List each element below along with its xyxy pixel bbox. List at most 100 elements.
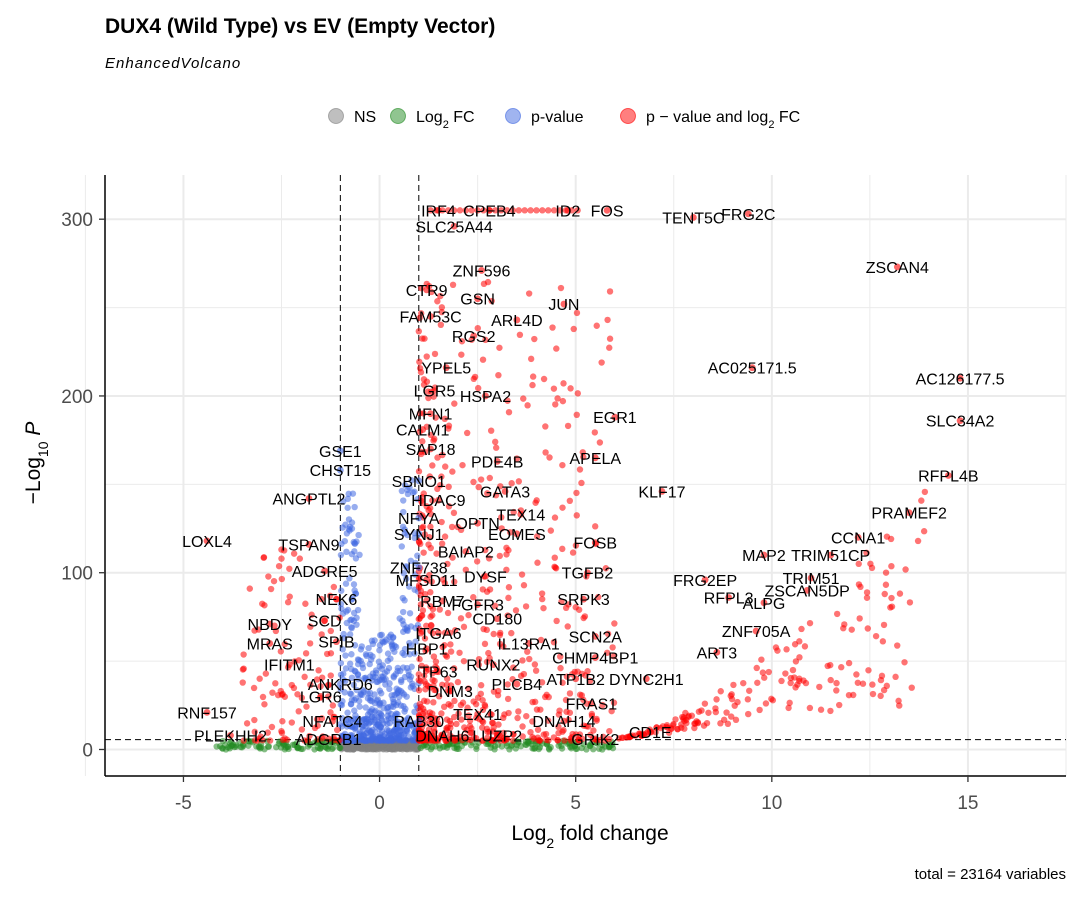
- sig-point: [439, 451, 446, 459]
- sig-point: [445, 483, 452, 491]
- sig-point: [423, 622, 430, 630]
- gene-point: [725, 594, 733, 601]
- sig-point: [290, 684, 298, 692]
- sig-point: [418, 499, 426, 507]
- fc-point: [578, 744, 585, 752]
- sig-point: [561, 737, 568, 744]
- pvalue-point: [372, 669, 380, 677]
- pvalue-point: [354, 660, 362, 668]
- pvalue-point: [394, 718, 402, 725]
- sig-point: [431, 350, 439, 358]
- gene-label: DYNC2H1: [609, 672, 684, 689]
- sig-point: [578, 479, 585, 487]
- sig-point: [505, 408, 513, 416]
- fc-point: [491, 746, 498, 753]
- gene-point: [501, 488, 509, 495]
- gene-label: LGR5: [414, 384, 456, 401]
- sig-point: [801, 643, 809, 650]
- sig-point: [568, 733, 576, 741]
- gene-label: IRF4: [421, 203, 456, 220]
- sig-point: [853, 671, 860, 678]
- gene-label: LGR6: [300, 689, 342, 706]
- gene-label: TRIM51: [783, 571, 840, 588]
- sig-point: [754, 679, 761, 686]
- y-axis-title: −Log10 P: [22, 422, 51, 505]
- gene-point: [474, 295, 482, 303]
- sig-point: [479, 737, 487, 744]
- fc-point: [535, 745, 543, 753]
- gene-point: [321, 567, 329, 575]
- sig-point: [558, 598, 565, 605]
- sig-point: [319, 733, 326, 740]
- sig-point: [914, 537, 922, 545]
- sig-point: [433, 550, 440, 557]
- sig-point: [537, 636, 545, 644]
- sig-point: [427, 510, 435, 518]
- sig-point: [564, 623, 571, 630]
- ns-point: [406, 742, 414, 749]
- sig-point: [329, 702, 337, 709]
- sig-point: [533, 207, 540, 214]
- sig-point: [429, 710, 436, 717]
- fc-point: [458, 742, 466, 750]
- sig-point: [303, 703, 310, 710]
- gene-label: LOXL4: [182, 534, 232, 551]
- sig-point: [438, 710, 445, 717]
- pvalue-point: [349, 490, 357, 497]
- ns-point: [345, 746, 352, 753]
- sig-point: [255, 626, 262, 633]
- gene-label: MFSD11: [396, 573, 458, 590]
- gene-label: DYSF: [464, 569, 507, 586]
- gene-label: FGFR3: [451, 598, 504, 615]
- sig-point: [416, 655, 423, 663]
- sig-point: [500, 729, 507, 737]
- pvalue-point: [344, 709, 351, 716]
- pvalue-point: [347, 616, 354, 624]
- pvalue-point: [369, 734, 376, 742]
- gene-point: [591, 654, 599, 661]
- gene-label: TGFB2: [562, 566, 614, 583]
- pvalue-point: [363, 718, 370, 725]
- sig-point: [484, 728, 491, 735]
- sig-point: [471, 373, 479, 381]
- sig-point: [438, 308, 445, 316]
- legend-label-fc: Log2 FC: [416, 109, 475, 131]
- sig-point: [434, 454, 441, 461]
- sig-point: [608, 707, 615, 715]
- sig-point: [518, 571, 526, 578]
- sig-point: [438, 473, 445, 480]
- sig-point: [484, 490, 491, 497]
- sig-point: [298, 694, 306, 702]
- x-tick-label: 10: [761, 793, 782, 814]
- fc-point: [547, 744, 554, 751]
- sig-point: [855, 560, 862, 568]
- pvalue-point: [364, 695, 372, 702]
- sig-point: [286, 593, 293, 600]
- sig-point: [448, 523, 456, 531]
- pvalue-point: [401, 651, 408, 659]
- gene-label: FOSB: [574, 536, 618, 553]
- sig-point: [246, 585, 253, 592]
- pvalue-point: [342, 665, 350, 672]
- sig-point: [504, 397, 511, 404]
- sig-point: [318, 715, 326, 722]
- sig-point: [239, 666, 247, 673]
- sig-point: [562, 696, 570, 704]
- pvalue-point: [408, 477, 415, 484]
- sig-point: [513, 455, 521, 462]
- sig-point: [427, 544, 434, 552]
- sig-point: [290, 550, 298, 557]
- pvalue-point: [342, 652, 349, 659]
- chart-title: DUX4 (Wild Type) vs EV (Empty Vector): [105, 15, 495, 38]
- sig-point: [451, 697, 458, 705]
- pvalue-point: [376, 647, 383, 654]
- sig-point: [533, 497, 540, 504]
- sig-point: [538, 590, 546, 597]
- sig-point: [880, 621, 888, 629]
- pvalue-point: [378, 665, 386, 672]
- gene-label: ZNF738: [390, 560, 448, 577]
- pvalue-point: [400, 508, 407, 516]
- sig-point: [488, 297, 495, 305]
- sig-point: [492, 207, 499, 214]
- sig-point: [443, 653, 451, 660]
